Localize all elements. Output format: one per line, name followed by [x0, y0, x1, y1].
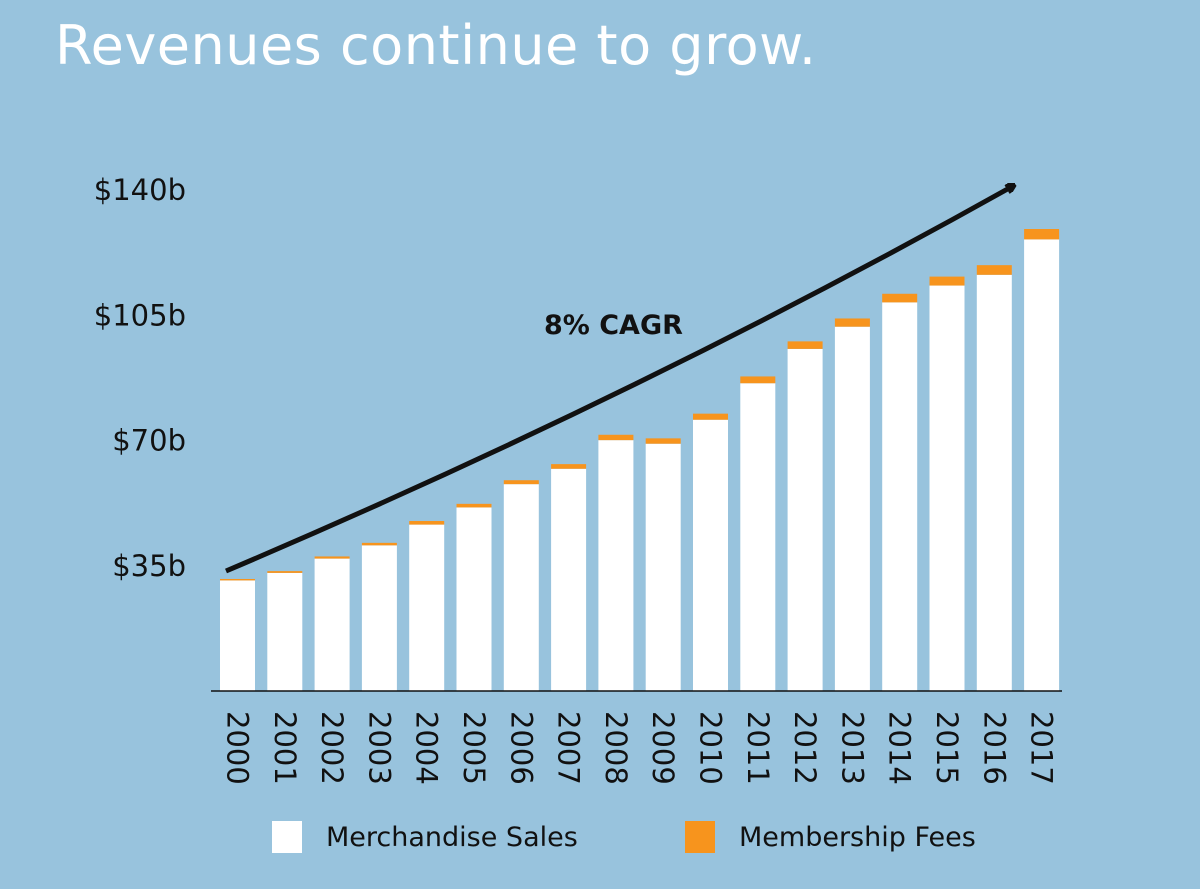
x-tick-label: 2014 [883, 711, 917, 785]
x-tick-label: 2006 [504, 711, 538, 785]
x-tick-label: 2015 [930, 711, 964, 785]
bar-membership-fees [409, 521, 445, 525]
bar-merchandise-sales [598, 440, 634, 691]
bar-membership-fees [645, 438, 681, 444]
x-tick-label: 2001 [268, 711, 302, 785]
bar-merchandise-sales [787, 348, 823, 691]
bar-merchandise-sales [834, 326, 870, 691]
y-tick-label: $70b [112, 424, 186, 458]
x-tick-label: 2011 [741, 711, 775, 785]
page-title: Revenues continue to grow. [55, 14, 817, 77]
x-tick-label: 2016 [977, 711, 1011, 785]
bar-membership-fees [598, 434, 634, 441]
bar-merchandise-sales [693, 419, 728, 691]
bar-merchandise-sales [503, 484, 539, 691]
bar-membership-fees [220, 578, 255, 581]
bar-merchandise-sales [220, 580, 255, 691]
bar-membership-fees [976, 265, 1012, 275]
bar-membership-fees [361, 542, 397, 546]
bar-membership-fees [1024, 229, 1060, 240]
legend-label-merchandise: Merchandise Sales [326, 821, 578, 853]
bar-membership-fees [314, 556, 350, 559]
y-tick-label: $140b [94, 173, 186, 207]
bar-membership-fees [787, 341, 823, 349]
bar-merchandise-sales [551, 468, 587, 691]
x-tick-label: 2012 [788, 711, 822, 785]
x-tick-label: 2008 [599, 711, 633, 785]
bar-merchandise-sales [314, 558, 350, 691]
bar-merchandise-sales [882, 302, 918, 691]
legend-label-membership: Membership Fees [739, 821, 976, 853]
x-tick-label: 2013 [835, 711, 869, 785]
bar-merchandise-sales [645, 443, 681, 691]
y-tick-label: $35b [112, 549, 186, 583]
x-tick-label: 2004 [410, 711, 444, 785]
y-axis-ticks: $35b $70b $105b $140b [94, 173, 186, 583]
bar-merchandise-sales [976, 274, 1012, 691]
cagr-annotation: 8% CAGR [544, 310, 683, 341]
bar-membership-fees [929, 276, 965, 286]
bar-membership-fees [503, 480, 539, 485]
bar-membership-fees [882, 293, 918, 303]
bar-membership-fees [267, 571, 303, 573]
legend-swatch-membership [685, 821, 715, 853]
x-axis-ticks: 2000 2001 2002 2003 2004 2005 2006 2007 2008 2009… [221, 711, 1059, 785]
bar-merchandise-sales [929, 285, 965, 691]
bar-merchandise-sales [267, 572, 303, 691]
bar-merchandise-sales [1024, 239, 1060, 692]
bar-membership-fees [740, 376, 776, 384]
legend-membership: Membership Fees [685, 819, 976, 855]
x-tick-label: 2007 [552, 711, 586, 785]
bar-merchandise-sales [409, 524, 445, 691]
bar-merchandise-sales [740, 383, 776, 691]
x-tick-label: 2003 [362, 711, 396, 785]
bars-group [220, 229, 1060, 692]
bar-merchandise-sales [361, 545, 397, 691]
x-tick-label: 2002 [315, 711, 349, 785]
x-tick-label: 2010 [694, 711, 728, 785]
bar-membership-fees [551, 464, 587, 469]
x-tick-label: 2005 [457, 711, 491, 785]
bar-merchandise-sales [456, 507, 492, 691]
bar-membership-fees [834, 318, 870, 327]
legend-swatch-merchandise [272, 821, 302, 853]
cagr-trend-arrow [225, 186, 1013, 574]
x-tick-label: 2000 [221, 711, 255, 785]
x-tick-label: 2017 [1025, 711, 1059, 785]
legend-merchandise: Merchandise Sales [272, 819, 578, 855]
bar-membership-fees [456, 503, 492, 508]
y-tick-label: $105b [94, 298, 186, 332]
x-tick-label: 2009 [646, 711, 680, 785]
bar-membership-fees [693, 413, 728, 420]
